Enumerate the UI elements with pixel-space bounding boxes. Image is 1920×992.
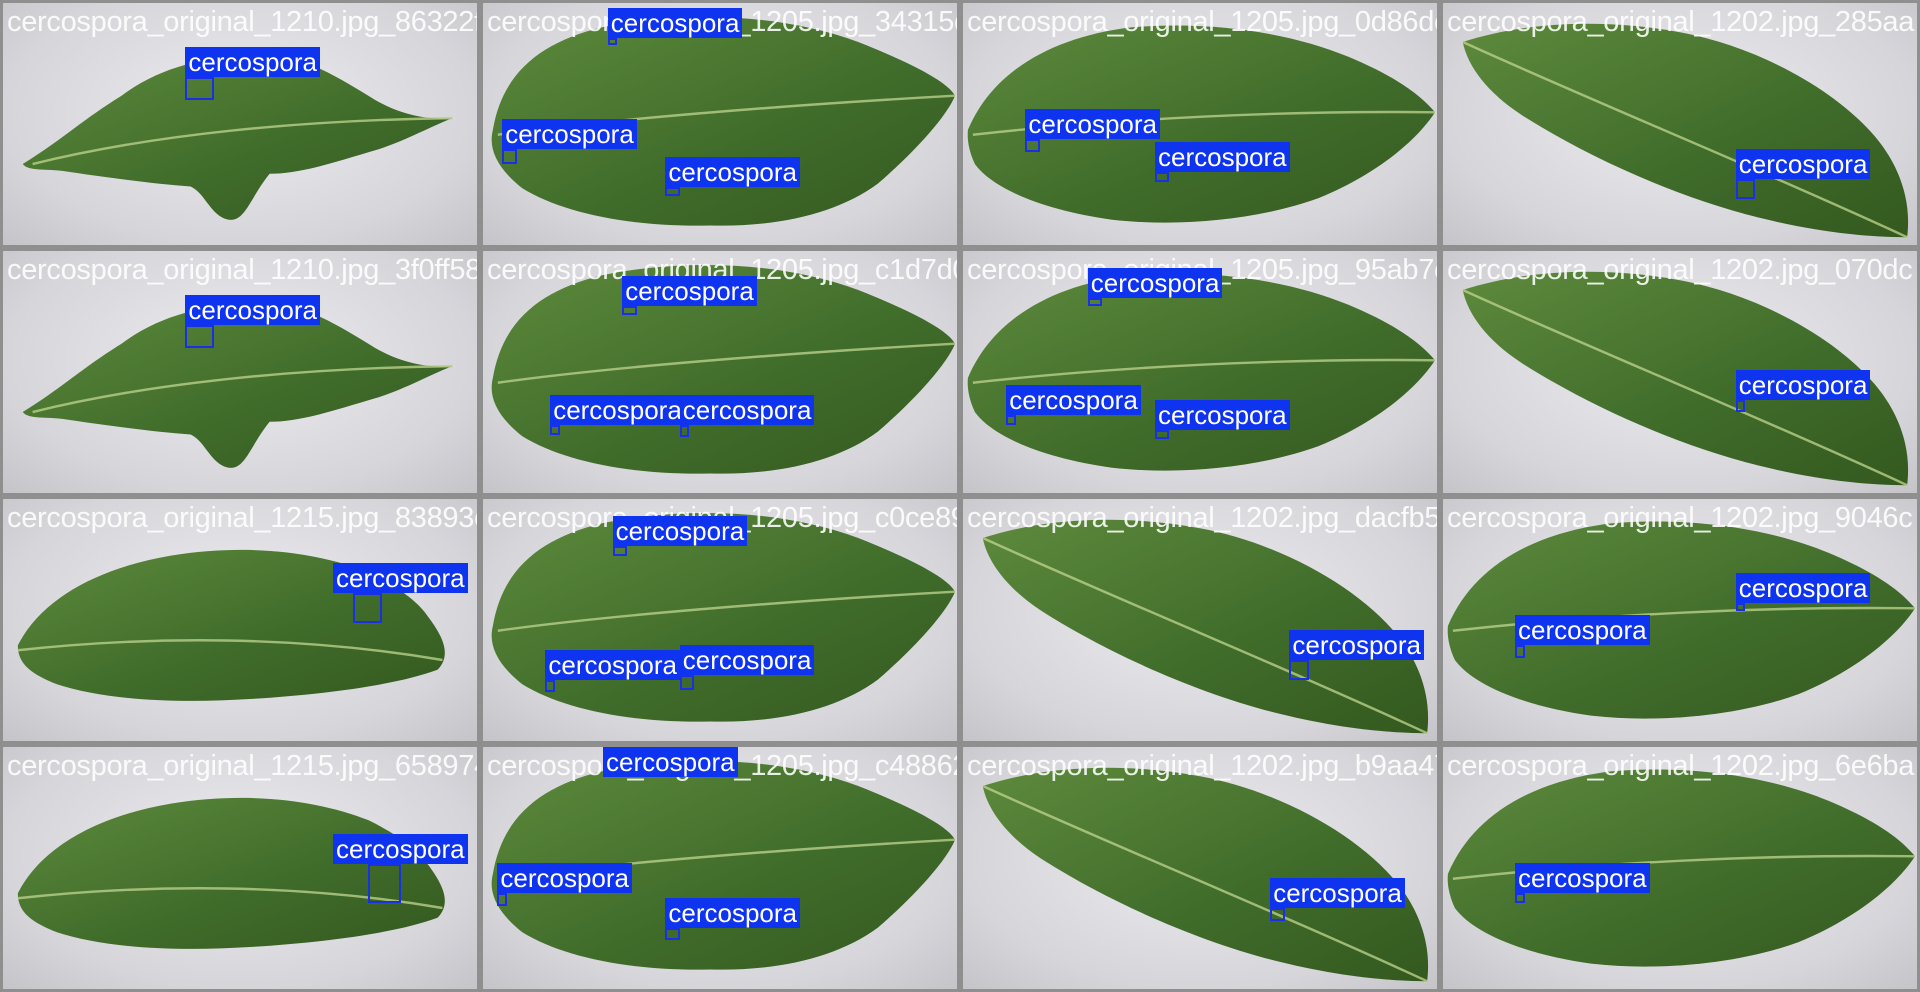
detection-label: cercospora [1155, 400, 1290, 430]
leaf-blade [23, 301, 453, 468]
bounding-box [1736, 179, 1755, 199]
bounding-box [185, 325, 214, 347]
bounding-box [1088, 298, 1102, 305]
leaf-blade [23, 53, 453, 220]
image-tile: cercospora_original_1205.jpg_0d86dc4e-0c… [960, 0, 1440, 248]
image-filename: cercospora_original_1210.jpg_3f0ff580-7a [7, 253, 480, 287]
detection-label: cercospora [665, 898, 800, 928]
bounding-box [1736, 400, 1746, 412]
bounding-box [502, 149, 516, 164]
detection-label: cercospora [550, 395, 685, 425]
bounding-box [368, 864, 402, 904]
leaf-blade [968, 273, 1435, 470]
leaf-blade [983, 520, 1428, 733]
coffee-leaf [3, 251, 477, 493]
image-tile: cercospora_original_1205.jpg_c1d7d092-47… [480, 248, 960, 496]
detection-label: cercospora [665, 157, 800, 187]
bounding-box [680, 425, 690, 437]
bounding-box [665, 187, 679, 197]
detection-label: cercospora [1006, 385, 1141, 415]
image-filename: cercospora_original_1202.jpg_b9aa47d9-3 [967, 749, 1440, 783]
detection-label: cercospora [497, 863, 632, 893]
bounding-box [1270, 908, 1284, 920]
image-tile: cercospora_original_1210.jpg_86322fde-8c… [0, 0, 480, 248]
bounding-box [353, 593, 382, 623]
image-tile: cercospora_original_1202.jpg_dacfb5cb-18… [960, 496, 1440, 744]
image-filename: cercospora_original_1202.jpg_6e6ba [1447, 749, 1914, 783]
bounding-box [1736, 603, 1746, 610]
detection-label: cercospora [622, 276, 757, 306]
detection-label: cercospora [1515, 615, 1650, 645]
detection-label: cercospora [1736, 149, 1871, 179]
coffee-leaf [1443, 3, 1917, 245]
bounding-box [545, 680, 555, 692]
coffee-leaf [3, 499, 477, 741]
bounding-box [550, 425, 560, 435]
image-filename: cercospora_original_1202.jpg_9046c [1447, 501, 1912, 535]
bounding-box [608, 38, 618, 45]
image-tile: cercospora_original_1205.jpg_34315db4-e8… [480, 0, 960, 248]
detection-label: cercospora [1515, 863, 1650, 893]
detection-label: cercospora [680, 645, 815, 675]
image-filename: cercospora_original_1215.jpg_83893c66-c7 [7, 501, 480, 535]
detection-label: cercospora [1270, 878, 1405, 908]
image-tile: cercospora_original_1205.jpg_c48862dd-c9… [480, 744, 960, 992]
detection-label: cercospora [185, 295, 320, 325]
coffee-leaf [963, 499, 1437, 741]
bounding-box [1515, 893, 1525, 903]
image-tile: cercospora_original_1202.jpg_b9aa47d9-3c… [960, 744, 1440, 992]
image-filename: cercospora_original_1202.jpg_dacfb5cb-18 [967, 501, 1440, 535]
coffee-leaf [3, 3, 477, 245]
image-filename: cercospora_original_1202.jpg_285aa [1447, 5, 1914, 39]
detection-label: cercospora [1736, 573, 1871, 603]
bounding-box [185, 77, 214, 99]
image-filename: cercospora_original_1205.jpg_0d86dc4e-0 [967, 5, 1440, 39]
detection-label: cercospora [333, 834, 468, 864]
image-tile: cercospora_original_1215.jpg_65897495-a1… [0, 744, 480, 992]
image-tile: cercospora_original_1215.jpg_83893c66-c7… [0, 496, 480, 744]
image-filename: cercospora_original_1210.jpg_86322fde-8 [7, 5, 480, 39]
image-tile: cercospora_original_1205.jpg_c0ce8939-f1… [480, 496, 960, 744]
detection-label: cercospora [613, 516, 748, 546]
detection-label: cercospora [502, 119, 637, 149]
detection-label: cercospora [545, 650, 680, 680]
bounding-box [613, 546, 627, 556]
bounding-box [1515, 645, 1525, 657]
image-filename: cercospora_original_1202.jpg_070dc [1447, 253, 1912, 287]
coffee-leaf [3, 747, 477, 989]
detection-label: cercospora [1025, 109, 1160, 139]
detection-label: cercospora [1088, 268, 1223, 298]
detection-label: cercospora [1736, 370, 1871, 400]
bounding-box [680, 675, 694, 690]
detection-label: cercospora [608, 8, 743, 38]
bounding-box [1155, 172, 1169, 182]
detection-label: cercospora [185, 47, 320, 77]
leaf-blade [983, 768, 1428, 981]
bounding-box [1006, 415, 1016, 425]
detection-label: cercospora [680, 395, 815, 425]
bounding-box [1025, 139, 1039, 151]
coffee-leaf [963, 747, 1437, 989]
detection-label: cercospora [1155, 142, 1290, 172]
image-tile: cercospora_original_1202.jpg_070dccercos… [1440, 248, 1920, 496]
image-tile: cercospora_original_1210.jpg_3f0ff580-7a… [0, 248, 480, 496]
image-filename: cercospora_original_1215.jpg_65897495-a1 [7, 749, 480, 783]
bounding-box [497, 893, 507, 905]
bounding-box [1289, 660, 1308, 680]
bounding-box [665, 928, 679, 940]
detection-label: cercospora [603, 747, 738, 777]
bounding-box [622, 306, 636, 316]
detection-label: cercospora [333, 563, 468, 593]
bounding-box [1155, 430, 1169, 440]
leaf-blade [1463, 24, 1908, 237]
image-tile: cercospora_original_1205.jpg_95ab7c0c-25… [960, 248, 1440, 496]
detection-label: cercospora [1289, 630, 1424, 660]
